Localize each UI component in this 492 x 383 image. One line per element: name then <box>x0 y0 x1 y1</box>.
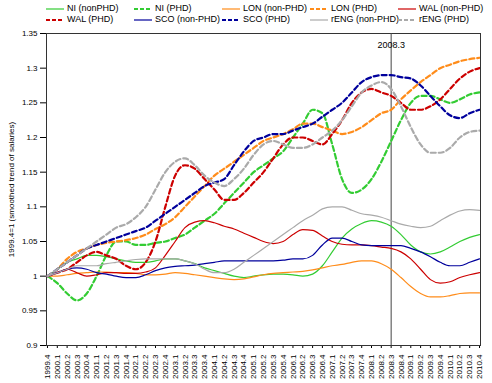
html-text:rENG (PHD): rENG (PHD) <box>419 14 469 24</box>
svg-text:2004.1: 2004.1 <box>210 354 219 379</box>
svg-text:2008.3: 2008.3 <box>377 40 405 50</box>
svg-text:2005.3: 2005.3 <box>269 354 278 379</box>
svg-text:2010.2: 2010.2 <box>455 354 464 379</box>
svg-text:2009.4: 2009.4 <box>436 354 445 379</box>
svg-text:2000.3: 2000.3 <box>72 354 81 379</box>
svg-text:2008.2: 2008.2 <box>377 354 386 379</box>
svg-text:2004.2: 2004.2 <box>220 354 229 379</box>
svg-text:2008.3: 2008.3 <box>387 354 396 379</box>
svg-text:2001.2: 2001.2 <box>102 354 111 379</box>
html-text:NI (PHD): NI (PHD) <box>155 3 192 13</box>
svg-text:1.3: 1.3 <box>26 64 38 73</box>
svg-text:2006.4: 2006.4 <box>318 354 327 379</box>
svg-text:2003.3: 2003.3 <box>190 354 199 379</box>
svg-text:2010.1: 2010.1 <box>446 354 455 379</box>
svg-text:2006.1: 2006.1 <box>289 354 298 379</box>
html-text:rENG (non-PHD): rENG (non-PHD) <box>331 14 399 24</box>
svg-text:1.1: 1.1 <box>26 202 38 211</box>
svg-text:1.2: 1.2 <box>26 133 38 142</box>
svg-text:2009.2: 2009.2 <box>416 354 425 379</box>
svg-text:0.9: 0.9 <box>26 341 38 350</box>
svg-text:0.95: 0.95 <box>22 306 38 315</box>
svg-text:2007.4: 2007.4 <box>357 354 366 379</box>
svg-text:1.25: 1.25 <box>22 98 38 107</box>
html-text:SCO (non-PHD): SCO (non-PHD) <box>155 14 220 24</box>
svg-text:2007.3: 2007.3 <box>347 354 356 379</box>
svg-text:2005.1: 2005.1 <box>249 354 258 379</box>
svg-text:2001.4: 2001.4 <box>122 354 131 379</box>
html-text:LON (non-PHD): LON (non-PHD) <box>243 3 307 13</box>
svg-text:2002.2: 2002.2 <box>141 354 150 379</box>
svg-text:2005.2: 2005.2 <box>259 354 268 379</box>
svg-text:2003.1: 2003.1 <box>171 354 180 379</box>
svg-text:2002.1: 2002.1 <box>131 354 140 379</box>
svg-text:2000.1: 2000.1 <box>53 354 62 379</box>
svg-text:2002.4: 2002.4 <box>161 354 170 379</box>
svg-text:1999.4: 1999.4 <box>43 354 52 379</box>
html-text:WAL (PHD): WAL (PHD) <box>67 14 114 24</box>
svg-text:2010.4: 2010.4 <box>475 354 484 379</box>
html-text:WAL (non-PHD): WAL (non-PHD) <box>419 3 484 13</box>
svg-text:1999.4=1 (smoothed trend of sa: 1999.4=1 (smoothed trend of salaries) <box>7 121 16 257</box>
svg-text:2007.2: 2007.2 <box>338 354 347 379</box>
svg-text:2004.3: 2004.3 <box>230 354 239 379</box>
svg-text:2010.3: 2010.3 <box>465 354 474 379</box>
svg-text:2001.3: 2001.3 <box>112 354 121 379</box>
svg-text:2002.3: 2002.3 <box>151 354 160 379</box>
html-text:SCO (PHD): SCO (PHD) <box>243 14 290 24</box>
svg-text:2004.4: 2004.4 <box>239 354 248 379</box>
svg-text:1.05: 1.05 <box>22 237 38 246</box>
html-text:LON (PHD): LON (PHD) <box>331 3 377 13</box>
svg-text:2009.3: 2009.3 <box>426 354 435 379</box>
svg-text:1: 1 <box>33 272 38 281</box>
svg-text:2008.1: 2008.1 <box>367 354 376 379</box>
svg-text:2005.4: 2005.4 <box>279 354 288 379</box>
svg-text:2006.2: 2006.2 <box>298 354 307 379</box>
svg-text:2001.1: 2001.1 <box>92 354 101 379</box>
svg-text:2003.2: 2003.2 <box>181 354 190 379</box>
svg-text:2007.1: 2007.1 <box>328 354 337 379</box>
svg-text:2008.4: 2008.4 <box>397 354 406 379</box>
svg-text:1.15: 1.15 <box>22 168 38 177</box>
svg-text:2006.3: 2006.3 <box>308 354 317 379</box>
svg-text:2000.2: 2000.2 <box>63 354 72 379</box>
svg-text:2003.4: 2003.4 <box>200 354 209 379</box>
svg-text:2009.1: 2009.1 <box>406 354 415 379</box>
svg-text:1.35: 1.35 <box>22 29 38 38</box>
html-text:NI (nonPHD): NI (nonPHD) <box>67 3 119 13</box>
svg-text:2000.4: 2000.4 <box>82 354 91 379</box>
